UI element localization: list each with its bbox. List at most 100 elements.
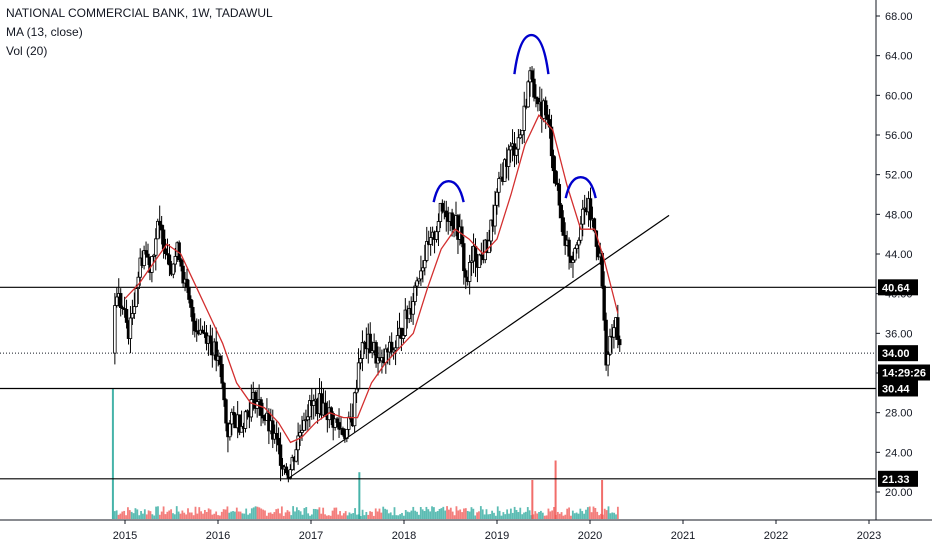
- price-label-box[interactable]: [878, 380, 918, 397]
- x-tick-label[interactable]: 2022: [764, 530, 788, 542]
- volume-bar: [479, 506, 482, 519]
- candle-body: [579, 223, 583, 241]
- volume-bar: [290, 515, 293, 519]
- time-axis[interactable]: 2015 2016 2017 2018 2019 2020 2021 2022 2023: [0, 519, 932, 542]
- candle-body: [222, 382, 226, 401]
- volume-bar: [288, 511, 291, 519]
- y-tick-label[interactable]: 68.00: [885, 11, 913, 23]
- candle-body: [253, 391, 257, 409]
- volume-bar: [436, 511, 439, 519]
- candle-body: [516, 137, 521, 150]
- volume-bar: [444, 510, 447, 519]
- volume-bar: [136, 509, 139, 519]
- candle-body: [419, 270, 423, 280]
- candle-body: [134, 288, 139, 307]
- volume-bar: [151, 514, 154, 519]
- y-tick-label[interactable]: 20.00: [885, 487, 913, 499]
- y-tick-label[interactable]: 60.00: [885, 90, 913, 102]
- legend-title[interactable]: NATIONAL COMMERCIAL BANK, 1W, TADAWUL: [6, 6, 273, 20]
- price-label-box[interactable]: [878, 345, 918, 362]
- price-label-box[interactable]: [878, 279, 918, 296]
- candle-body: [239, 426, 244, 433]
- price-label-text[interactable]: 34.00: [882, 348, 910, 360]
- volume-bar: [121, 511, 124, 519]
- candle-body: [592, 218, 597, 232]
- legend-ma[interactable]: MA (13, close): [6, 25, 83, 39]
- volume-bar: [389, 512, 392, 519]
- y-tick-label[interactable]: 24.00: [885, 447, 913, 459]
- volume-bar: [324, 514, 326, 519]
- volume-bar: [177, 511, 180, 519]
- volume-bar: [498, 510, 501, 519]
- volume-bar: [211, 514, 214, 519]
- y-tick-label[interactable]: 64.00: [885, 51, 913, 63]
- price-label-box[interactable]: [878, 364, 930, 381]
- volume-bar: [448, 509, 450, 519]
- volume-bar: [222, 509, 225, 519]
- volume-bar: [115, 510, 118, 519]
- candle-body: [288, 469, 293, 479]
- candle-body: [567, 239, 571, 257]
- volume-bar: [205, 511, 208, 519]
- candle-body: [415, 280, 419, 287]
- candle-body: [294, 449, 298, 462]
- candle-body: [520, 129, 524, 136]
- x-tick-label[interactable]: 2019: [485, 530, 509, 542]
- volume-bar: [130, 511, 133, 519]
- candle-body: [417, 278, 421, 282]
- volume-bar: [395, 515, 398, 519]
- x-tick-label[interactable]: 2023: [857, 530, 881, 542]
- candle-body: [152, 254, 156, 257]
- volume-bar: [312, 508, 315, 519]
- price-label-box[interactable]: [878, 470, 918, 487]
- legend-vol[interactable]: Vol (20): [6, 44, 48, 58]
- price-label-text[interactable]: 40.64: [882, 282, 910, 294]
- volume-bar: [478, 511, 480, 519]
- moving-average: [124, 114, 619, 444]
- candle-body: [467, 262, 472, 282]
- volume-bar: [446, 506, 448, 519]
- y-tick-label[interactable]: 28.00: [885, 408, 913, 420]
- candle-body: [312, 400, 316, 406]
- candle-body: [298, 432, 302, 437]
- volume-bar: [371, 511, 373, 519]
- candle-body: [352, 392, 357, 427]
- candle-body: [308, 400, 312, 418]
- candle-body: [189, 299, 193, 308]
- x-tick-label[interactable]: 2021: [671, 530, 695, 542]
- x-tick-label[interactable]: 2020: [578, 530, 602, 542]
- volume-bar: [331, 510, 334, 519]
- volume-bar: [423, 511, 426, 519]
- volume-bar: [508, 513, 510, 519]
- volume-bar: [553, 506, 555, 519]
- x-tick-label[interactable]: 2015: [113, 530, 137, 542]
- candle-body: [553, 170, 558, 184]
- y-tick-label[interactable]: 36.00: [885, 328, 913, 340]
- y-tick-label[interactable]: 56.00: [885, 130, 913, 142]
- y-tick-label[interactable]: 44.00: [885, 249, 913, 261]
- candle-body: [374, 342, 378, 364]
- candle-body: [218, 355, 222, 365]
- volume-bar: [339, 511, 341, 519]
- x-tick-label[interactable]: 2017: [299, 530, 323, 542]
- price-label-text[interactable]: 21.33: [882, 474, 910, 486]
- price-label-text[interactable]: 30.44: [882, 383, 910, 395]
- volume-bar: [412, 506, 415, 519]
- volume-bar: [185, 514, 188, 519]
- y-tick-label[interactable]: 48.00: [885, 209, 913, 221]
- volume-bar: [401, 512, 403, 519]
- volume-bar: [382, 506, 385, 519]
- x-tick-label[interactable]: 2018: [392, 530, 416, 542]
- x-tick-label[interactable]: 2016: [206, 530, 230, 542]
- volume-bar: [140, 511, 142, 519]
- volume-bar: [269, 512, 272, 519]
- volume-bar: [188, 512, 191, 519]
- volume-bar: [506, 509, 509, 519]
- price-label-text[interactable]: 14:29:26: [882, 368, 926, 380]
- volume-bar: [581, 511, 584, 519]
- volume-bar: [273, 512, 276, 519]
- price-axis[interactable]: 68.0064.0060.0056.0052.0048.0044.0040.00…: [875, 0, 930, 520]
- y-tick-label[interactable]: 52.00: [885, 170, 913, 182]
